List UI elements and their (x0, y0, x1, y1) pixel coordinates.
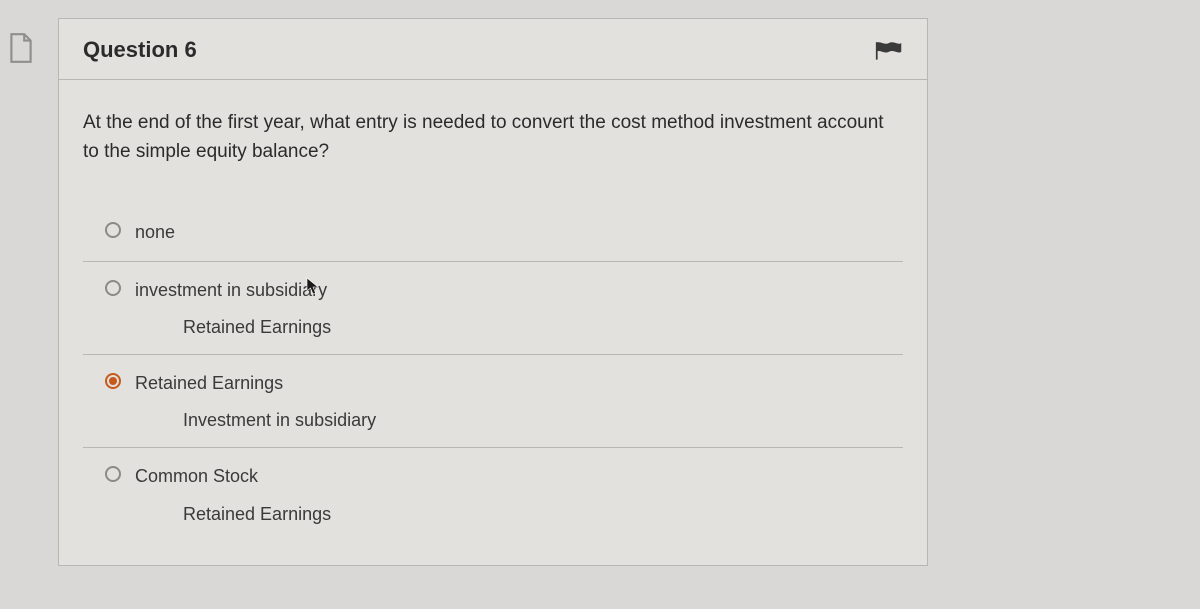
question-prompt: At the end of the first year, what entry… (83, 108, 903, 167)
option-1[interactable]: investment in subsidiary Retained Earnin… (83, 262, 903, 355)
option-1-line2: Retained Earnings (183, 317, 903, 338)
question-body: At the end of the first year, what entry… (59, 80, 927, 565)
option-3-line2: Retained Earnings (183, 504, 903, 525)
option-3-line1: Common Stock (135, 464, 258, 489)
radio-0[interactable] (105, 222, 121, 238)
radio-1[interactable] (105, 280, 121, 296)
question-card: Question 6 At the end of the first year,… (58, 18, 928, 566)
option-0-line1: none (135, 220, 175, 245)
radio-3[interactable] (105, 466, 121, 482)
document-icon (8, 32, 34, 64)
option-2-line1: Retained Earnings (135, 371, 283, 396)
option-2[interactable]: Retained Earnings Investment in subsidia… (83, 355, 903, 448)
option-1-line1: investment in subsidiary (135, 278, 327, 303)
options-list: none investment in subsidiary Retained E… (83, 203, 903, 541)
option-3[interactable]: Common Stock Retained Earnings (83, 448, 903, 540)
question-number: Question 6 (83, 37, 197, 63)
flag-icon[interactable] (875, 39, 903, 61)
question-header: Question 6 (59, 19, 927, 80)
option-0[interactable]: none (83, 204, 903, 262)
option-2-line2: Investment in subsidiary (183, 410, 903, 431)
radio-2[interactable] (105, 373, 121, 389)
